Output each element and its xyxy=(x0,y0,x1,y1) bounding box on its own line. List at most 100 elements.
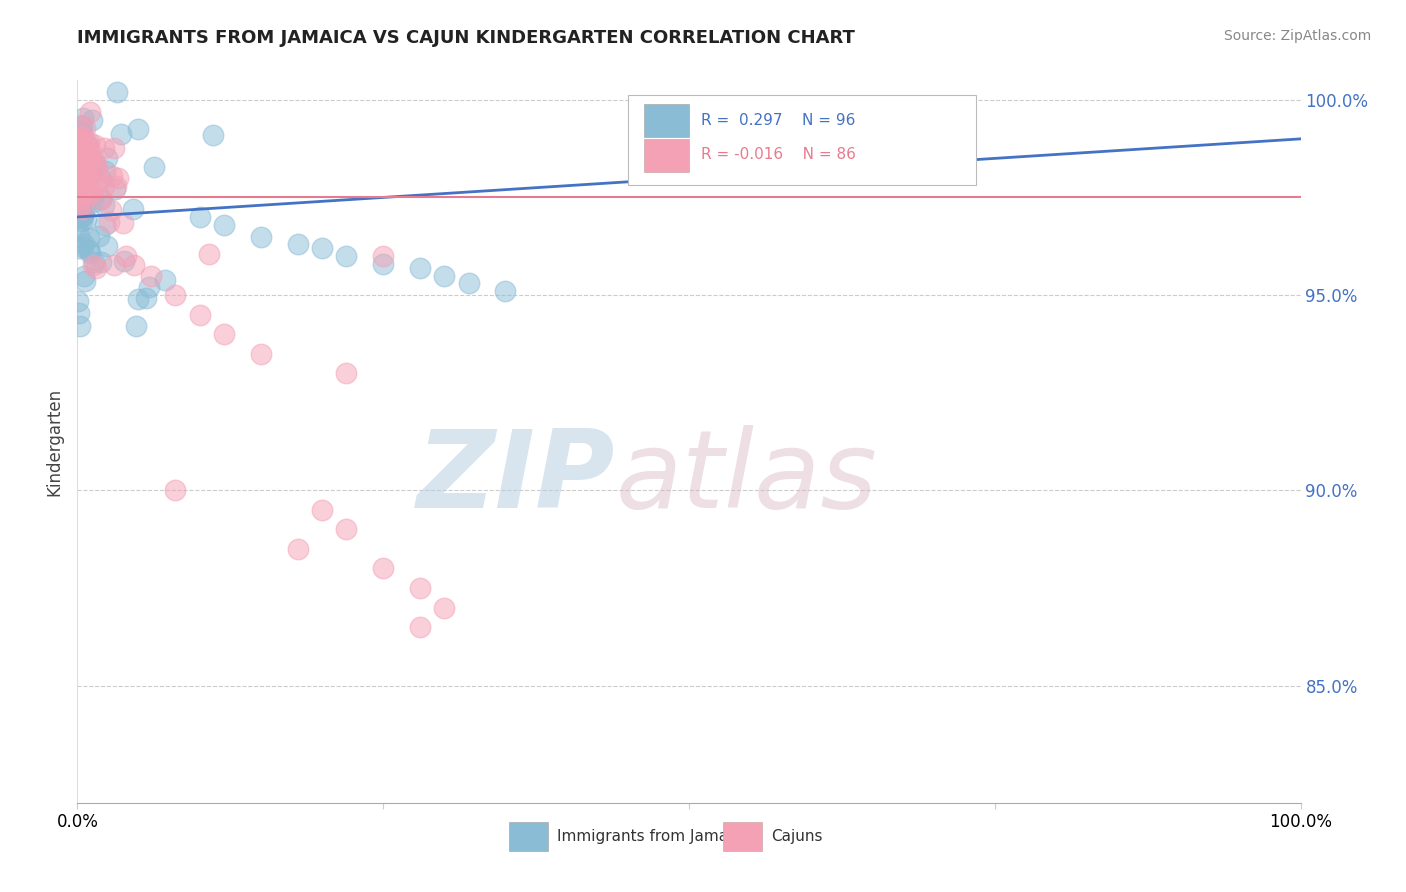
Point xyxy=(70,126,93,140)
FancyBboxPatch shape xyxy=(628,95,976,185)
Point xyxy=(79,144,101,158)
Point xyxy=(77,183,100,197)
Point xyxy=(70,164,93,178)
Point xyxy=(72,157,94,171)
Point xyxy=(409,581,432,595)
Text: R =  0.297    N = 96: R = 0.297 N = 96 xyxy=(702,112,855,128)
Point xyxy=(72,166,94,180)
Point xyxy=(70,214,93,228)
Text: IMMIGRANTS FROM JAMAICA VS CAJUN KINDERGARTEN CORRELATION CHART: IMMIGRANTS FROM JAMAICA VS CAJUN KINDERG… xyxy=(77,29,855,47)
Point xyxy=(67,187,90,202)
Point xyxy=(112,216,135,230)
Point xyxy=(84,260,107,275)
Point xyxy=(72,205,94,219)
Point xyxy=(73,175,96,189)
Point xyxy=(69,183,91,197)
Text: Cajuns: Cajuns xyxy=(770,830,823,844)
Point xyxy=(67,123,90,137)
Point xyxy=(73,171,96,186)
Point xyxy=(70,153,93,168)
Point xyxy=(86,162,108,177)
Point xyxy=(67,201,90,215)
Point xyxy=(77,135,100,149)
Point xyxy=(69,150,91,164)
Point xyxy=(188,308,211,322)
Point xyxy=(165,288,187,302)
Point xyxy=(72,207,94,221)
Point xyxy=(433,268,456,283)
Point xyxy=(143,160,166,174)
Point xyxy=(66,152,89,166)
Point xyxy=(79,185,101,199)
Point xyxy=(72,130,94,145)
Point xyxy=(188,210,211,224)
Point xyxy=(139,268,162,283)
Point xyxy=(72,208,94,222)
Point xyxy=(67,118,90,132)
Point xyxy=(66,135,89,149)
Point xyxy=(80,186,103,201)
Point xyxy=(67,164,90,178)
Point xyxy=(93,198,115,212)
Point xyxy=(69,206,91,220)
Point xyxy=(90,172,112,186)
Point xyxy=(70,176,93,190)
Point xyxy=(72,184,94,198)
Point xyxy=(80,188,103,202)
Point xyxy=(69,178,91,193)
Point xyxy=(82,113,104,128)
FancyBboxPatch shape xyxy=(509,822,548,851)
Point xyxy=(83,181,105,195)
Point xyxy=(79,164,101,178)
Point xyxy=(67,157,90,171)
Point xyxy=(127,292,149,306)
Text: Source: ZipAtlas.com: Source: ZipAtlas.com xyxy=(1223,29,1371,44)
Point xyxy=(76,168,98,182)
Point xyxy=(97,215,120,229)
Text: R = -0.016    N = 86: R = -0.016 N = 86 xyxy=(702,147,856,162)
Point xyxy=(70,133,93,147)
Point xyxy=(73,174,96,188)
Point xyxy=(76,153,98,167)
Point xyxy=(69,318,91,333)
Point xyxy=(66,199,89,213)
Point xyxy=(67,223,90,237)
Point xyxy=(72,169,94,184)
Point xyxy=(79,159,101,173)
Point xyxy=(69,142,91,156)
Point xyxy=(70,194,93,208)
Point xyxy=(72,181,94,195)
Point xyxy=(127,122,149,136)
Point xyxy=(457,277,479,291)
Point xyxy=(73,151,96,165)
Point xyxy=(115,249,138,263)
Point xyxy=(110,127,132,141)
Text: ZIP: ZIP xyxy=(418,425,616,531)
Point xyxy=(287,237,309,252)
Point xyxy=(70,147,93,161)
Point xyxy=(67,169,90,184)
Point xyxy=(75,274,97,288)
Point xyxy=(77,231,100,245)
Point xyxy=(70,162,93,177)
Point xyxy=(75,212,97,227)
Point xyxy=(100,202,122,217)
Point xyxy=(86,160,108,174)
Point xyxy=(89,192,111,206)
Point xyxy=(66,176,89,190)
Point xyxy=(69,133,91,147)
Point xyxy=(103,258,125,272)
Point xyxy=(311,503,333,517)
Point xyxy=(409,260,432,275)
Point xyxy=(135,291,157,305)
Text: atlas: atlas xyxy=(616,425,877,530)
Point xyxy=(72,169,94,183)
Point xyxy=(82,258,104,272)
Point xyxy=(107,170,129,185)
Point xyxy=(371,561,394,575)
Point xyxy=(72,209,94,223)
Point xyxy=(84,157,107,171)
Point xyxy=(138,280,160,294)
Point xyxy=(67,306,90,320)
Point xyxy=(83,137,105,152)
